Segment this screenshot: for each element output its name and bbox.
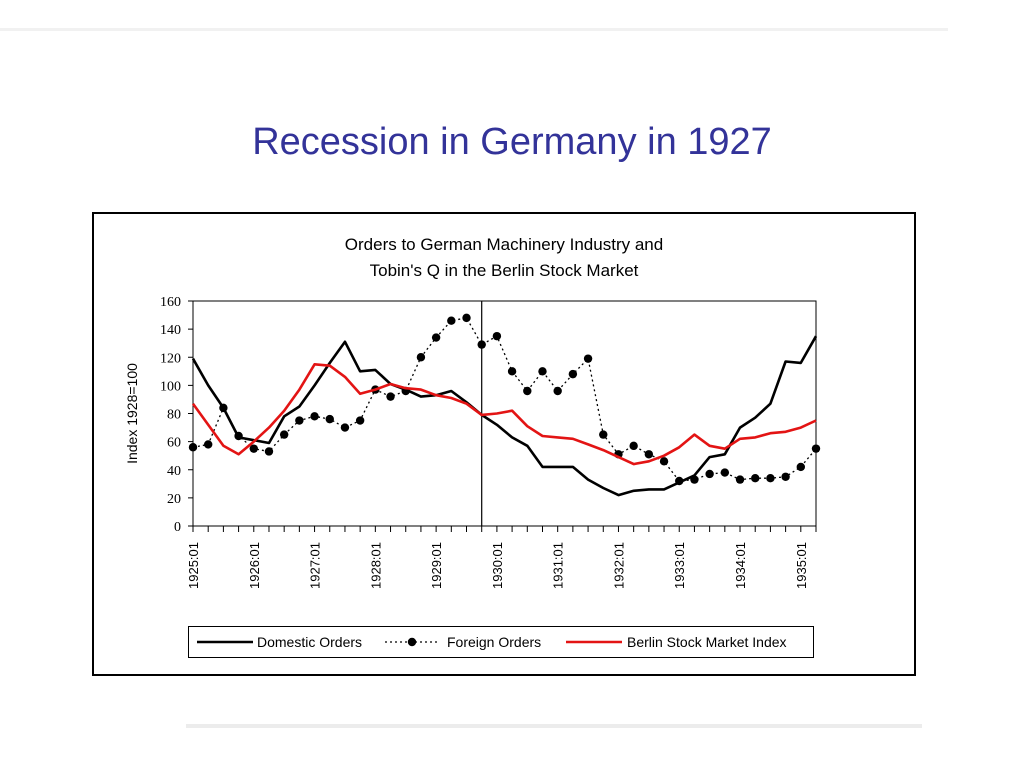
series-foreign-orders-point-9 bbox=[325, 414, 334, 424]
series-foreign-orders-point-6 bbox=[279, 430, 289, 439]
x-tick-label-0: 1925:01 bbox=[186, 542, 201, 589]
chart-title-line-1: Orders to German Machinery Industry and bbox=[344, 235, 664, 254]
series-foreign-orders-point-3 bbox=[234, 431, 243, 441]
series-foreign-orders-point-10 bbox=[340, 423, 350, 432]
chart-title: Orders to German Machinery Industry and … bbox=[94, 232, 914, 284]
series-foreign-orders-point-16 bbox=[431, 333, 441, 342]
x-tick-label-8: 1933:01 bbox=[672, 542, 687, 589]
series-foreign-orders-point-1 bbox=[203, 440, 213, 449]
y-tick-label-7: 140 bbox=[160, 323, 181, 338]
series-foreign-orders-point-35 bbox=[720, 468, 730, 477]
x-tick-label-2: 1927:01 bbox=[308, 542, 323, 589]
series-foreign-orders-point-19 bbox=[477, 340, 486, 349]
series-foreign-orders-point-29 bbox=[629, 441, 638, 451]
series-foreign-orders-point-40 bbox=[796, 462, 806, 472]
legend-svg: Domestic Orders Foreign Orders Berlin Stoc… bbox=[197, 634, 787, 650]
series-foreign-orders-point-22 bbox=[523, 386, 532, 396]
series-foreign-orders-point-26 bbox=[583, 354, 593, 363]
x-tick-label-3: 1928:01 bbox=[368, 542, 383, 589]
chart-frame: Orders to German Machinery Industry and … bbox=[92, 212, 916, 676]
x-tick-label-1: 1926:01 bbox=[247, 542, 262, 589]
series-foreign-orders-point-36 bbox=[735, 475, 745, 484]
x-tick-label-9: 1934:01 bbox=[733, 542, 748, 589]
series-foreign-orders-point-41 bbox=[811, 444, 821, 453]
chart-title-line-2: Tobin's Q in the Berlin Stock Market bbox=[369, 261, 639, 280]
series-foreign-orders-point-5 bbox=[264, 447, 274, 456]
y-tick-label-6: 120 bbox=[160, 351, 181, 366]
series-foreign-orders-point-8 bbox=[310, 412, 319, 421]
x-tick-label-6: 1931:01 bbox=[551, 542, 566, 589]
series-foreign-orders-point-17 bbox=[447, 316, 456, 325]
series-foreign-orders-point-33 bbox=[690, 475, 699, 484]
series-foreign-orders-point-34 bbox=[705, 469, 714, 479]
top-divider bbox=[0, 28, 948, 31]
y-tick-label-4: 80 bbox=[167, 408, 181, 423]
series-domestic-orders-line bbox=[191, 335, 818, 497]
line-chart: 0 20 40 60 80 100 120 140 160 Index 1928=100 1925:… bbox=[124, 295, 821, 589]
series-foreign-orders-point-39 bbox=[781, 472, 790, 481]
legend-foreign-orders-label: Foreign Orders bbox=[447, 634, 541, 650]
series-foreign-orders-point-24 bbox=[553, 386, 562, 396]
y-tick-label-0: 0 bbox=[174, 520, 181, 535]
slide-title: Recession in Germany in 1927 bbox=[252, 121, 772, 163]
series-foreign-orders-point-23 bbox=[538, 367, 547, 376]
y-axis-label: Index 1928=100 bbox=[124, 363, 140, 464]
series-foreign-orders-point-2 bbox=[219, 403, 228, 413]
series-foreign-orders-point-18 bbox=[462, 313, 471, 323]
series-foreign-orders-point-13 bbox=[386, 392, 395, 401]
series-foreign-orders-point-31 bbox=[659, 457, 669, 466]
series-foreign-orders-point-11 bbox=[355, 416, 365, 425]
series-foreign-orders-line bbox=[192, 317, 817, 482]
y-tick-label-2: 40 bbox=[167, 464, 181, 479]
y-tick-label-5: 100 bbox=[160, 379, 181, 394]
series-foreign-orders-point-27 bbox=[599, 430, 608, 439]
x-tick-label-7: 1932:01 bbox=[611, 542, 626, 589]
series-foreign-orders-point-38 bbox=[766, 473, 775, 483]
series-foreign-orders-point-30 bbox=[644, 450, 654, 459]
x-tick-label-10: 1935:01 bbox=[794, 542, 809, 589]
y-tick-label-8: 160 bbox=[160, 295, 181, 310]
series-foreign-orders-point-0 bbox=[188, 443, 198, 452]
y-tick-label-3: 60 bbox=[167, 436, 181, 451]
chart-legend: Domestic Orders Foreign Orders Berlin Stoc… bbox=[188, 626, 814, 658]
x-tick-label-4: 1929:01 bbox=[429, 542, 444, 589]
legend-berlin-stock-market-index-label: Berlin Stock Market Index bbox=[627, 634, 787, 650]
series-foreign-orders-point-4 bbox=[249, 444, 258, 453]
legend-foreign-orders-marker bbox=[407, 637, 417, 647]
series-foreign-orders-point-7 bbox=[295, 416, 304, 425]
series-foreign-orders-point-20 bbox=[492, 331, 502, 341]
legend-domestic-orders-label: Domestic Orders bbox=[257, 634, 362, 650]
series-foreign-orders-point-21 bbox=[507, 367, 517, 376]
series-foreign-orders-point-32 bbox=[675, 476, 684, 486]
bottom-divider bbox=[186, 724, 922, 728]
x-tick-label-5: 1930:01 bbox=[490, 542, 505, 589]
series-foreign-orders-point-15 bbox=[416, 353, 426, 362]
series-foreign-orders-point-37 bbox=[751, 473, 760, 483]
series-berlin-stock-market-index-line bbox=[191, 363, 817, 466]
y-tick-label-1: 20 bbox=[167, 492, 181, 507]
series-foreign-orders-point-25 bbox=[568, 369, 578, 379]
